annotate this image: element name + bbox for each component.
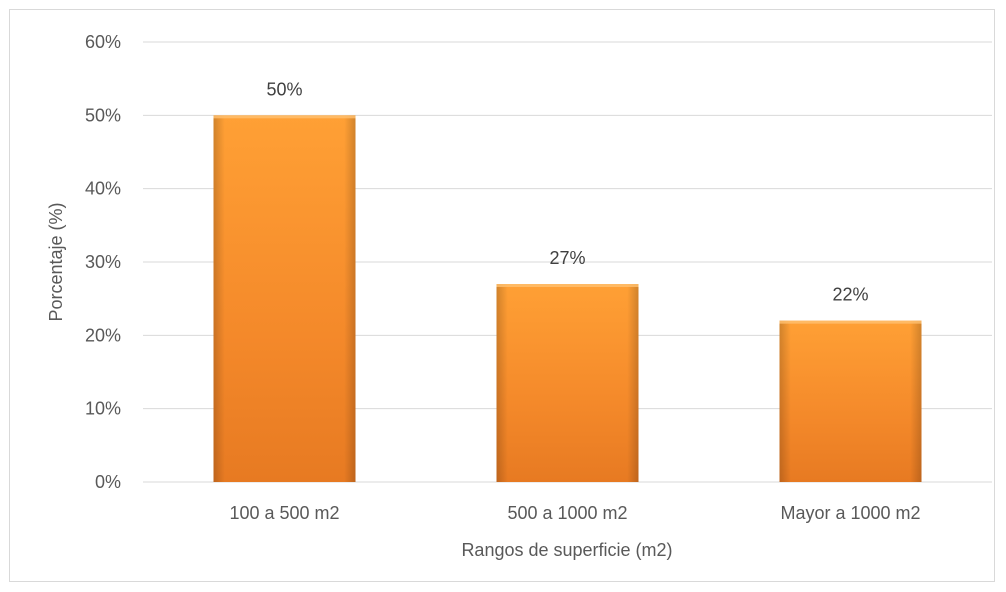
bar-shading	[779, 320, 922, 482]
y-tick-label: 10%	[85, 399, 121, 419]
x-axis-ticks: 100 a 500 m2 500 a 1000 m2 Mayor a 1000 m2	[229, 503, 920, 523]
data-label: 27%	[549, 248, 585, 268]
x-tick-label: Mayor a 1000 m2	[780, 503, 920, 523]
bar-shading	[496, 284, 639, 482]
data-label: 22%	[832, 285, 868, 305]
y-tick-label: 60%	[85, 32, 121, 52]
y-tick-label: 0%	[95, 472, 121, 492]
y-axis-title: Porcentaje (%)	[46, 202, 66, 321]
y-tick-label: 20%	[85, 325, 121, 345]
y-axis-ticks: 0% 10% 20% 30% 40% 50% 60%	[85, 32, 121, 492]
bars	[213, 115, 922, 482]
y-tick-label: 30%	[85, 252, 121, 272]
bar-highlight	[779, 320, 922, 324]
x-axis-title: Rangos de superficie (m2)	[461, 540, 672, 560]
y-tick-label: 40%	[85, 179, 121, 199]
bar-shading	[213, 115, 356, 482]
x-tick-label: 500 a 1000 m2	[507, 503, 627, 523]
data-label: 50%	[266, 79, 302, 99]
x-tick-label: 100 a 500 m2	[229, 503, 339, 523]
bar-highlight	[496, 284, 639, 287]
data-labels: 50% 27% 22%	[266, 79, 868, 304]
bar-highlight	[213, 115, 356, 119]
y-tick-label: 50%	[85, 105, 121, 125]
